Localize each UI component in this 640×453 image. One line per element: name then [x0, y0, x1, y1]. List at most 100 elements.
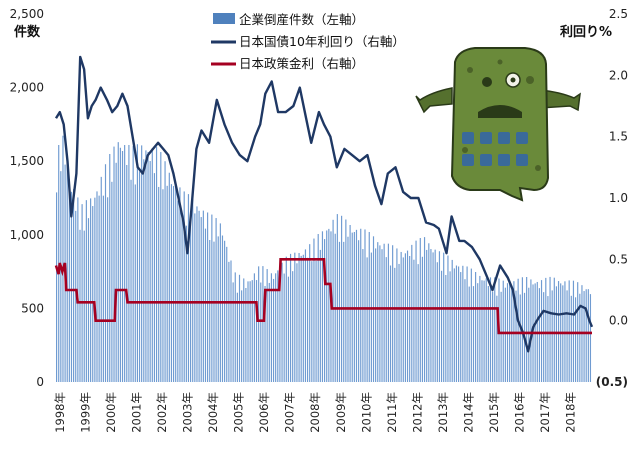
bankruptcy-bar: [217, 236, 219, 382]
bankruptcy-bar: [385, 257, 387, 382]
bankruptcy-bar: [492, 291, 494, 382]
bankruptcy-bar: [421, 256, 424, 382]
bankruptcy-bar: [545, 277, 547, 382]
bankruptcy-bar: [432, 252, 434, 382]
bankruptcy-bar: [377, 242, 379, 382]
bankruptcy-bar: [504, 287, 506, 382]
bankruptcy-bar: [341, 215, 343, 382]
x-tick-label: 2015年: [487, 392, 501, 433]
bankruptcy-bar: [151, 148, 153, 382]
legend-label-policy: 日本政策金利（右軸）: [239, 56, 364, 71]
bankruptcy-bar: [317, 234, 319, 382]
bankruptcy-bar: [209, 240, 211, 382]
bankruptcy-bar: [409, 256, 411, 382]
bankruptcy-bar: [143, 159, 145, 382]
bankruptcy-bar: [113, 146, 115, 382]
x-tick-label: 2003年: [181, 392, 195, 433]
bankruptcy-bar: [164, 161, 166, 382]
bankruptcy-bar: [296, 263, 298, 382]
bankruptcy-bar: [304, 249, 307, 382]
bankruptcy-bar: [255, 280, 258, 382]
left-tick-label: 0: [36, 375, 44, 389]
bankruptcy-bar: [194, 213, 196, 382]
bankruptcy-bar: [251, 280, 253, 382]
x-tick-label: 2002年: [155, 392, 169, 433]
bankruptcy-bar: [489, 277, 492, 382]
bankruptcy-bar: [415, 240, 417, 382]
bankruptcy-bar: [587, 289, 589, 382]
bankruptcy-bar: [436, 262, 438, 382]
bankruptcy-bar: [138, 171, 141, 382]
bankruptcy-bar: [249, 281, 251, 382]
bankruptcy-bar: [83, 230, 85, 382]
bankruptcy-bar: [253, 273, 255, 382]
bankruptcy-bar: [479, 275, 481, 382]
bankruptcy-bar: [128, 144, 130, 382]
bankruptcy-bar: [145, 150, 147, 382]
x-tick-label: 2016年: [512, 392, 526, 433]
bankruptcy-bar: [349, 225, 351, 382]
bankruptcy-bar: [311, 261, 313, 382]
bankruptcy-bar: [494, 277, 496, 382]
bankruptcy-bar: [468, 286, 470, 382]
bankruptcy-bar: [511, 286, 513, 382]
bankruptcy-bar: [589, 294, 592, 382]
bankruptcy-bar: [324, 239, 326, 382]
bankruptcy-bar: [234, 272, 236, 382]
bankruptcy-bar: [557, 281, 560, 382]
bankruptcy-bar: [226, 246, 228, 382]
bankruptcy-bar: [315, 260, 317, 382]
bankruptcy-bar: [158, 186, 160, 382]
bankruptcy-bar: [443, 252, 445, 382]
bankruptcy-bar: [343, 241, 345, 382]
bankruptcy-bar: [264, 285, 266, 382]
bankruptcy-bar: [170, 184, 173, 382]
bankruptcy-bar: [96, 191, 98, 382]
bankruptcy-bar: [141, 145, 143, 382]
bankruptcy-bar: [413, 259, 415, 382]
bankruptcy-bar: [107, 197, 109, 382]
bankruptcy-bar: [221, 235, 224, 382]
bankruptcy-bar: [134, 184, 136, 382]
bankruptcy-bar: [438, 251, 441, 382]
bankruptcy-bar: [551, 290, 553, 382]
bankruptcy-bar: [179, 187, 181, 382]
x-axis-ticks: 1998年 1999年 2000年 2001年 2002年 2003年 2004年 2005年…: [53, 392, 577, 433]
bankruptcy-bar: [66, 163, 68, 382]
bankruptcy-bar: [272, 278, 275, 382]
bankruptcy-bar: [394, 267, 396, 382]
bankruptcy-bar: [192, 199, 194, 382]
bankruptcy-bar: [279, 272, 281, 382]
jgb10y-line: [54, 55, 594, 353]
bankruptcy-bar: [466, 266, 468, 382]
left-axis-title: 件数: [14, 24, 41, 40]
bankruptcy-bar: [121, 150, 124, 382]
bankruptcy-bar: [238, 274, 241, 382]
bankruptcy-bar: [583, 291, 585, 382]
bankruptcy-bar: [172, 186, 175, 382]
bankruptcy-bar: [481, 280, 483, 382]
bankruptcy-bar: [200, 217, 202, 382]
bankruptcy-bar: [453, 268, 455, 382]
bankruptcy-bar: [262, 266, 264, 382]
bankruptcy-bar: [366, 257, 368, 382]
bankruptcy-bar: [402, 257, 404, 382]
bankruptcy-bar: [472, 286, 475, 382]
bankruptcy-bar: [483, 280, 485, 382]
x-tick-label: 2005年: [232, 392, 246, 433]
bankruptcy-bar: [130, 179, 132, 382]
bankruptcy-bar: [241, 290, 243, 382]
bankruptcy-bar: [283, 273, 285, 382]
bankruptcy-bar: [336, 214, 338, 382]
bankruptcy-bar: [294, 252, 296, 382]
bankruptcy-bar: [77, 197, 79, 382]
legend-swatch-bars: [213, 13, 235, 24]
bankruptcy-bar: [187, 194, 190, 382]
bankruptcy-bar: [579, 293, 581, 382]
bankruptcy-bar: [115, 162, 117, 382]
bankruptcy-bar: [398, 263, 400, 382]
bankruptcy-bar: [458, 266, 460, 382]
bankruptcy-bar: [368, 232, 370, 382]
left-tick-label: 2,000: [10, 81, 44, 95]
x-tick-label: 2014年: [461, 392, 475, 433]
